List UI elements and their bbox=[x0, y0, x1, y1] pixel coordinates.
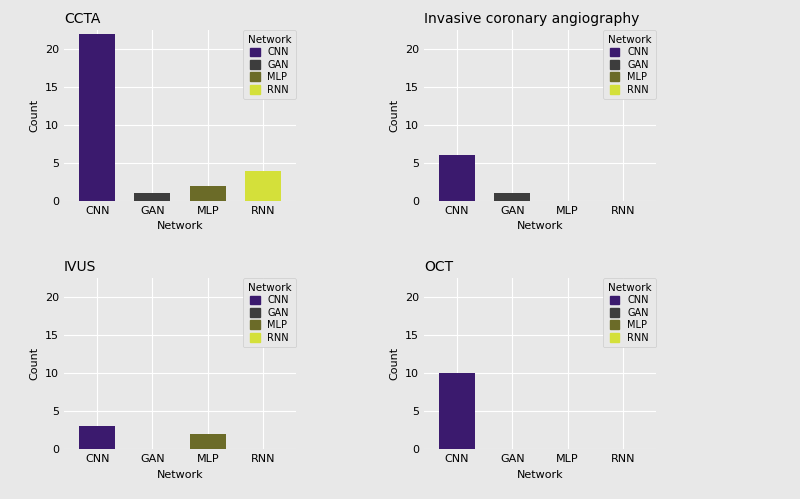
Y-axis label: Count: Count bbox=[30, 347, 39, 380]
X-axis label: Network: Network bbox=[157, 222, 203, 232]
Bar bbox=[245, 171, 281, 201]
Bar bbox=[79, 34, 115, 201]
X-axis label: Network: Network bbox=[517, 470, 563, 480]
Text: IVUS: IVUS bbox=[64, 260, 96, 274]
Y-axis label: Count: Count bbox=[390, 99, 399, 132]
Legend: CNN, GAN, MLP, RNN: CNN, GAN, MLP, RNN bbox=[243, 30, 296, 99]
Text: Invasive coronary angiography: Invasive coronary angiography bbox=[424, 12, 639, 26]
Bar bbox=[190, 186, 226, 201]
Text: OCT: OCT bbox=[424, 260, 453, 274]
X-axis label: Network: Network bbox=[157, 470, 203, 480]
Text: CCTA: CCTA bbox=[64, 12, 100, 26]
Y-axis label: Count: Count bbox=[30, 99, 39, 132]
Bar bbox=[494, 194, 530, 201]
Legend: CNN, GAN, MLP, RNN: CNN, GAN, MLP, RNN bbox=[602, 30, 656, 99]
Bar bbox=[439, 155, 475, 201]
Bar bbox=[134, 194, 170, 201]
X-axis label: Network: Network bbox=[517, 222, 563, 232]
Bar bbox=[439, 373, 475, 449]
Bar bbox=[190, 434, 226, 449]
Legend: CNN, GAN, MLP, RNN: CNN, GAN, MLP, RNN bbox=[602, 278, 656, 347]
Y-axis label: Count: Count bbox=[390, 347, 399, 380]
Bar bbox=[79, 426, 115, 449]
Legend: CNN, GAN, MLP, RNN: CNN, GAN, MLP, RNN bbox=[243, 278, 296, 347]
